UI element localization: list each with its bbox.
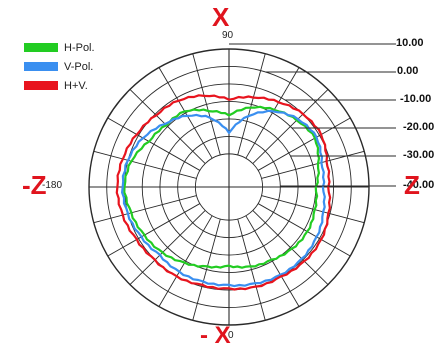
series-line-1 — [121, 109, 326, 288]
radial-tick-label: 10.00 — [396, 37, 424, 49]
legend-swatch-v-pol — [24, 62, 58, 71]
polar-grid — [88, 48, 370, 326]
legend-label-h-pol: H-Pol. — [64, 41, 95, 54]
radial-tick-label: -10.00 — [400, 93, 432, 105]
series-line-2 — [115, 94, 332, 291]
angle-label-top: 90 — [222, 30, 234, 41]
series-line-0 — [123, 105, 321, 269]
radial-tick-label: -40.00 — [403, 179, 435, 191]
legend-item-h-plus-v: H+V. — [24, 76, 95, 95]
axis-marker-bottom: - X — [200, 322, 231, 349]
angle-label-left: -180 — [42, 180, 63, 191]
radial-tick-label: -30.00 — [403, 149, 435, 161]
legend: H-Pol. V-Pol. H+V. — [24, 38, 95, 95]
legend-swatch-h-pol — [24, 43, 58, 52]
tick-leader-lines — [229, 43, 396, 187]
legend-swatch-h-plus-v — [24, 81, 58, 90]
series-layer — [115, 94, 332, 291]
legend-label-h-plus-v: H+V. — [64, 79, 88, 92]
axis-marker-left: -Z — [22, 170, 47, 200]
legend-item-h-pol: H-Pol. — [24, 38, 95, 57]
legend-item-v-pol: V-Pol. — [24, 57, 95, 76]
radial-tick-label: 0.00 — [397, 65, 419, 77]
angle-label-bottom: 0 — [228, 330, 234, 341]
legend-label-v-pol: V-Pol. — [64, 60, 94, 73]
axis-marker-top: X — [212, 2, 230, 32]
radial-tick-label: -20.00 — [403, 121, 435, 133]
axis-marker-right: Z — [404, 170, 420, 200]
